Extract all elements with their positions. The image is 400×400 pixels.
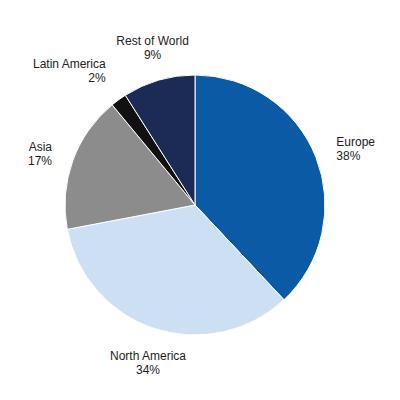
slice-label: Europe xyxy=(336,135,375,149)
labels: Europe38% North America34% Asia17% Latin Am… xyxy=(28,34,375,377)
value-label: 34% xyxy=(136,363,160,377)
chart-container: Europe38% North America34% Asia17% Latin Am… xyxy=(0,0,400,400)
value-label: 2% xyxy=(88,71,106,85)
pie-slice xyxy=(67,205,284,335)
value-label: 17% xyxy=(28,154,52,168)
slice-label: Rest of World xyxy=(116,34,188,48)
slice-label: Asia xyxy=(29,140,53,154)
slice-label: Latin America xyxy=(33,57,106,71)
value-label: 38% xyxy=(336,149,360,163)
value-label: 9% xyxy=(144,48,162,62)
chart: Europe38% North America34% Asia17% Latin Am… xyxy=(0,0,400,400)
slice-label: North America xyxy=(110,349,186,363)
pie-slice xyxy=(125,75,195,205)
plot xyxy=(65,75,325,335)
